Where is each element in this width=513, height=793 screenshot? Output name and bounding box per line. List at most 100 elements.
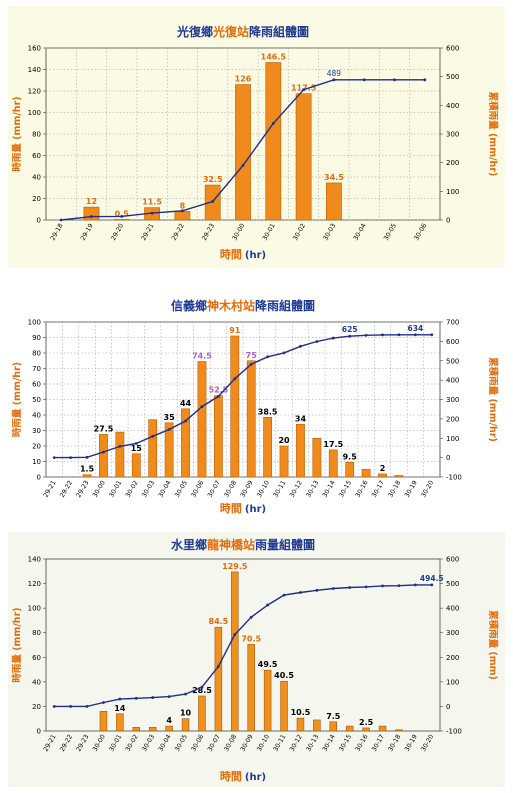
left-axis-title: 時雨量 (mm/hr) <box>11 362 23 437</box>
right-axis-tick-label: 600 <box>446 45 459 53</box>
cumulative-point <box>134 696 138 700</box>
x-tick-label: 30-07 <box>207 480 222 499</box>
x-tick-label: 30-03 <box>141 734 156 753</box>
cumulative-point <box>299 344 302 348</box>
right-axis-tick-label: 200 <box>446 159 459 167</box>
left-axis-tick-label: 40 <box>32 174 41 182</box>
x-tick-label: 30-17 <box>371 734 386 753</box>
bar <box>231 571 239 732</box>
bar <box>345 461 355 478</box>
left-axis-tick-label: 80 <box>32 131 41 139</box>
bar <box>345 725 354 732</box>
bar <box>263 417 273 478</box>
bar-value-label: 126 <box>235 75 252 84</box>
right-axis-title: 累積雨量 (mm) <box>487 610 499 680</box>
x-tick-label: 30-08 <box>223 480 238 499</box>
cumulative-point <box>151 696 155 699</box>
cumulative-point <box>134 442 138 445</box>
x-tick-label: 30-10 <box>256 734 271 753</box>
left-axis-tick-label: 0 <box>37 728 41 736</box>
chart-guangfu: 光復鄉光復站降雨組體圖 0 20 40 60 80 100 120 140 160 0 100 200 3… <box>11 24 499 261</box>
bar-value-label: 7.5 <box>326 712 341 721</box>
x-axis-title: 時間 (hr) <box>220 247 266 261</box>
bar <box>279 445 289 478</box>
x-axis-title-text: 時間 <box>220 247 242 261</box>
bar <box>395 729 403 732</box>
cumulative-point <box>364 585 368 589</box>
left-axis-tick-label: 40 <box>32 678 41 686</box>
chart-title: 信義鄉神木村站降雨組體圖 <box>171 298 315 313</box>
bar-value-label: 9.5 <box>343 452 358 461</box>
chart-panel-guangfu: 光復鄉光復站降雨組體圖 0 20 40 60 80 100 120 140 160 0 100 200 3… <box>8 6 505 268</box>
x-tick-label: 29-22 <box>59 480 74 499</box>
right-axis-tick-label: 400 <box>446 377 459 385</box>
bar <box>165 725 173 732</box>
bar <box>312 437 322 478</box>
cumulative-point <box>282 593 286 597</box>
bar-value-label: 75 <box>246 351 258 360</box>
cumulative-total-label: 625 <box>342 325 358 334</box>
right-axis-tick-label: 700 <box>446 319 459 327</box>
right-axis-tick-label: 200 <box>446 654 459 662</box>
bar-value-label: 28.5 <box>192 686 212 695</box>
left-axis-tick-label: 40 <box>32 412 41 420</box>
x-tick-label: 30-12 <box>289 734 304 753</box>
right-axis-tick-label: -100 <box>446 474 462 482</box>
right-axis-tick-label: 300 <box>446 396 459 404</box>
bar <box>313 719 321 732</box>
bar <box>378 473 387 478</box>
chart-title-part-0: 水里鄉 <box>171 537 207 552</box>
bar <box>174 211 191 221</box>
cumulative-total-label: 494.5 <box>420 574 444 583</box>
cumulative-point <box>315 340 319 343</box>
left-axis-tick-label: 120 <box>28 88 41 96</box>
x-tick-label: 30-15 <box>338 480 353 499</box>
cumulative-point <box>69 456 73 460</box>
cumulative-point <box>184 419 187 423</box>
x-tick-label: 29-21 <box>42 480 57 499</box>
x-tick-label: 30-01 <box>108 734 123 753</box>
cumulative-point <box>167 695 171 698</box>
bar-value-label: 129.5 <box>222 562 248 571</box>
x-tick-label: 30-20 <box>420 480 435 499</box>
cumulative-point <box>299 591 302 594</box>
left-axis-tick-label: 160 <box>28 45 41 53</box>
bar <box>116 713 124 732</box>
left-axis-tick-label: 90 <box>32 334 41 342</box>
cumulative-point <box>52 705 56 708</box>
bar <box>82 474 92 478</box>
cumulative-point <box>90 215 93 218</box>
bar <box>164 422 174 478</box>
x-axis-title-unit: (hr) <box>245 250 266 261</box>
bar-value-label: 11.5 <box>142 198 162 207</box>
right-axis-tick-label: 100 <box>446 188 459 196</box>
bar-value-label: 17.5 <box>323 440 343 449</box>
cumulative-point <box>249 362 253 366</box>
left-axis-tick-label: 20 <box>32 703 41 711</box>
chart-longshen: 水里鄉龍神橋站雨量組體圖 0 20 40 60 80 100 120 140 -100 0 100 20… <box>11 537 499 783</box>
x-tick-label: 30-14 <box>322 734 337 753</box>
cumulative-point <box>423 78 427 82</box>
bar-value-label: 10.5 <box>291 708 311 717</box>
x-tick-label: 30-13 <box>305 734 320 753</box>
cumulative-point <box>120 215 124 218</box>
bar-value-label: 35 <box>164 413 176 422</box>
chart-shenmu: 信義鄉神木村站降雨組體圖 0 10 20 30 40 50 60 70 80 90 100 -100 0 1… <box>11 298 499 515</box>
cumulative-point <box>331 336 335 340</box>
x-tick-label: 29-23 <box>75 480 90 499</box>
x-tick-label: 30-10 <box>256 480 271 499</box>
left-axis-tick-label: 0 <box>37 217 41 225</box>
bar <box>394 475 404 478</box>
bar-value-label: 34.5 <box>324 173 344 182</box>
cumulative-point <box>216 395 220 398</box>
bar-value-label: 14 <box>114 704 126 713</box>
cumulative-point <box>332 78 336 82</box>
bar-value-label: 70.5 <box>241 634 261 643</box>
bar-value-label: 4 <box>166 716 172 725</box>
cumulative-point <box>430 333 434 337</box>
right-axis-tick-label: 0 <box>446 703 450 711</box>
cumulative-point <box>381 333 384 337</box>
right-axis-tick-label: 500 <box>446 73 459 81</box>
bar-value-label: 2 <box>380 464 386 473</box>
x-tick-label: 30-04 <box>157 480 172 499</box>
